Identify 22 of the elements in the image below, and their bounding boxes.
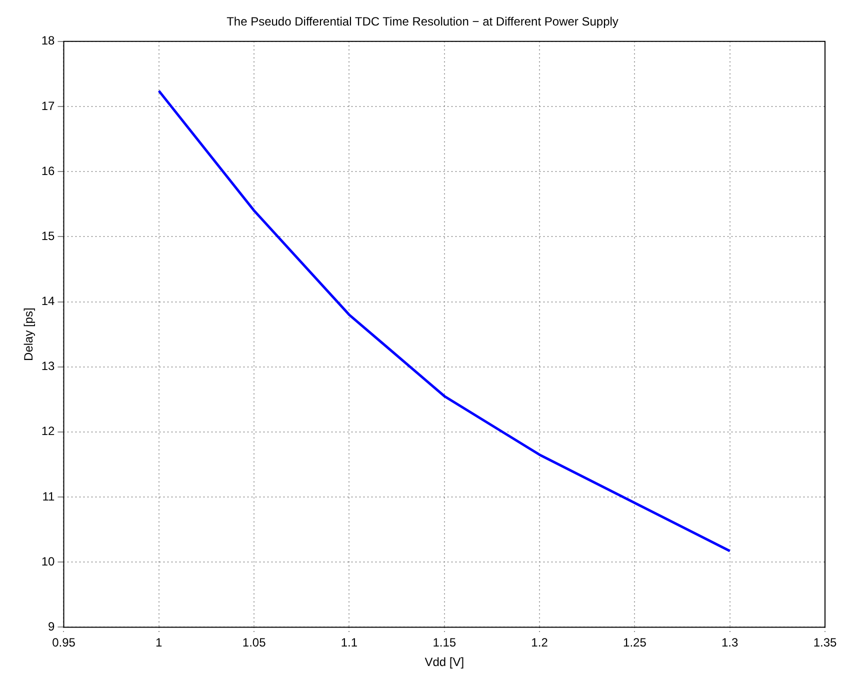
y-tick-label: 13	[41, 359, 56, 374]
x-tick-label: 1.2	[531, 636, 548, 650]
y-tick-label: 12	[41, 424, 56, 438]
y-tick-label: 14	[41, 294, 56, 308]
y-tick-label: 10	[41, 554, 56, 568]
x-tick-label: 1.1	[340, 636, 358, 650]
x-tick-label: 1	[156, 636, 163, 650]
x-tick-label: 1.15	[432, 636, 456, 650]
y-tick-label: 11	[42, 489, 56, 504]
x-tick-label: 1.05	[242, 636, 266, 650]
y-axis-title: Delay [ps]	[22, 308, 36, 361]
x-tick-label: 1.3	[722, 636, 739, 650]
x-axis-title: Vdd [V]	[424, 655, 464, 670]
y-tick-label: 16	[41, 164, 56, 178]
y-tick-label: 17	[41, 98, 56, 113]
y-tick-label: 9	[48, 620, 56, 634]
y-tick-label: 18	[41, 34, 56, 48]
x-tick-label: 1.25	[623, 636, 647, 650]
y-tick-label: 15	[41, 228, 56, 243]
x-tick-label: 0.95	[52, 636, 76, 650]
chart-title: The Pseudo Differential TDC Time Resolution − at Different Power Supply	[226, 14, 618, 29]
x-tick-label: 1.35	[813, 636, 837, 650]
